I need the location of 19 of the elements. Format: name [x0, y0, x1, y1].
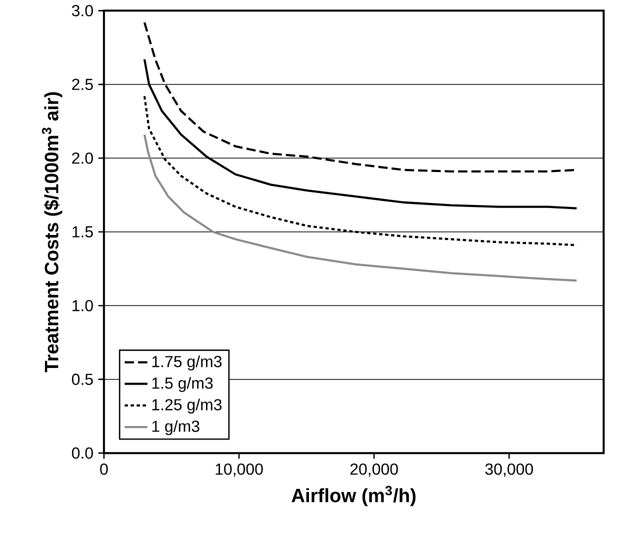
- y-tick-label: 2.5: [72, 78, 93, 90]
- y-tick-label: 1.5: [72, 226, 93, 238]
- x-tick-label: 20,000: [350, 463, 398, 477]
- x-axis-title: Airflow (m$^{3}$/h): [292, 486, 416, 506]
- legend-label: 1.5 g/m3: [152, 376, 213, 392]
- y-tick-label: 3.0: [72, 4, 93, 16]
- x-tick-label: 0: [100, 463, 108, 475]
- line-series: [143, 133, 578, 282]
- x-tick-label: 10,000: [216, 463, 263, 477]
- line-series: [143, 58, 578, 210]
- legend-label: 1.25 g/m3: [152, 398, 222, 414]
- legend-label: 1 g/m3: [152, 420, 200, 435]
- legend-label: 1.75 g/m3: [152, 355, 222, 370]
- y-tick-label: 0.5: [72, 374, 93, 385]
- y-tick-label: 2.0: [72, 152, 93, 164]
- y-tick-label: 1.0: [72, 300, 93, 312]
- y-tick-label: 0.0: [72, 447, 93, 459]
- x-tick-label: 30,000: [485, 463, 533, 477]
- y-axis-title: Treatment Costs ($/1000m$^{3}$ air): [42, 92, 62, 372]
